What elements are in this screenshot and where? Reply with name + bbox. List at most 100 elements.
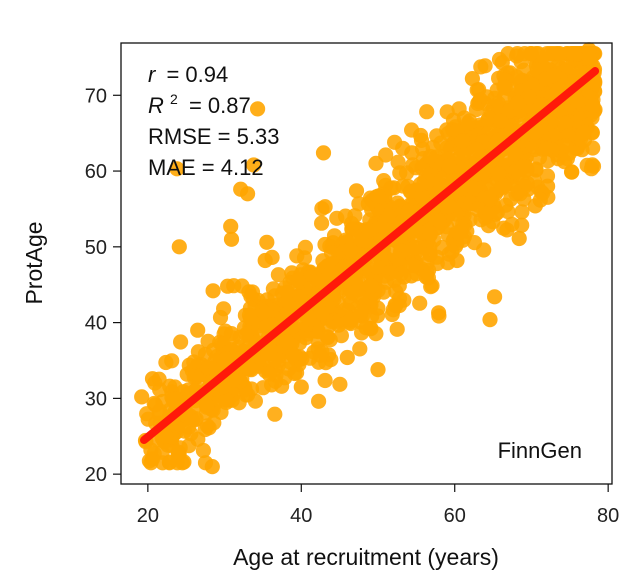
data-point bbox=[468, 141, 484, 157]
data-point bbox=[343, 312, 359, 328]
stat-r-value: = 0.94 bbox=[166, 62, 228, 87]
data-point bbox=[412, 295, 428, 311]
stat-mae: MAE = 4.12 bbox=[148, 155, 264, 180]
data-point bbox=[168, 391, 184, 408]
data-point bbox=[169, 161, 185, 177]
data-point bbox=[511, 230, 527, 247]
y-tick-label: 40 bbox=[85, 313, 107, 335]
stat-r2: R 2 = 0.87 bbox=[148, 84, 251, 118]
data-point bbox=[493, 113, 509, 129]
data-point bbox=[519, 175, 535, 191]
data-point bbox=[247, 393, 263, 409]
data-point bbox=[454, 133, 470, 149]
x-tick-label: 40 bbox=[290, 505, 312, 527]
data-point bbox=[510, 95, 526, 111]
stats-annotation: r = 0.94 R 2 = 0.87 RMSE = 5.33 MAE = 4.… bbox=[148, 62, 279, 180]
data-point bbox=[332, 376, 348, 392]
regression-line bbox=[140, 67, 600, 445]
data-point bbox=[557, 138, 574, 154]
data-point bbox=[320, 329, 336, 346]
data-point bbox=[482, 312, 498, 328]
data-point bbox=[368, 326, 384, 342]
data-point bbox=[396, 269, 412, 285]
data-point bbox=[240, 186, 256, 202]
data-point bbox=[217, 323, 233, 339]
data-point bbox=[179, 366, 195, 382]
data-point bbox=[279, 284, 295, 300]
data-point bbox=[473, 59, 489, 75]
data-point bbox=[173, 334, 189, 350]
data-point bbox=[481, 110, 497, 126]
data-point bbox=[297, 239, 313, 255]
data-point bbox=[369, 259, 385, 275]
data-point bbox=[557, 115, 573, 132]
data-point bbox=[259, 234, 275, 250]
data-point bbox=[352, 341, 368, 357]
x-tick-label: 20 bbox=[137, 505, 159, 527]
data-point bbox=[361, 222, 377, 239]
data-point bbox=[412, 176, 428, 192]
stat-rmse: RMSE = 5.33 bbox=[148, 124, 279, 149]
data-point bbox=[564, 164, 580, 180]
data-point bbox=[250, 101, 266, 117]
y-axis-title: ProtAge bbox=[21, 221, 47, 304]
data-point bbox=[370, 362, 386, 378]
data-point bbox=[347, 208, 363, 224]
data-point bbox=[540, 178, 556, 194]
data-point bbox=[376, 284, 392, 300]
stat-r2-superscript: 2 bbox=[170, 91, 178, 107]
stat-r2-symbol: R bbox=[148, 93, 164, 118]
data-point bbox=[285, 347, 301, 363]
data-point bbox=[576, 124, 592, 141]
data-point bbox=[476, 242, 492, 258]
x-tick-label: 60 bbox=[444, 505, 466, 527]
data-point bbox=[157, 428, 174, 444]
line-layer bbox=[140, 67, 600, 445]
data-point bbox=[405, 257, 421, 273]
data-point bbox=[503, 191, 519, 207]
data-point bbox=[525, 77, 541, 94]
data-point bbox=[405, 157, 421, 173]
data-point bbox=[441, 158, 457, 174]
data-point bbox=[244, 284, 261, 300]
y-tick-label: 70 bbox=[85, 85, 107, 107]
stat-r2-value: = 0.87 bbox=[189, 93, 251, 118]
data-point bbox=[431, 213, 447, 229]
data-point bbox=[279, 334, 295, 350]
data-point bbox=[151, 406, 167, 422]
data-point bbox=[419, 104, 435, 120]
data-point bbox=[422, 148, 438, 165]
data-point bbox=[527, 198, 543, 214]
data-point bbox=[317, 372, 333, 389]
data-point bbox=[388, 283, 404, 300]
data-point bbox=[223, 218, 239, 234]
data-point bbox=[161, 455, 178, 471]
data-point bbox=[317, 199, 333, 215]
data-point bbox=[545, 67, 561, 84]
data-point bbox=[158, 354, 174, 371]
data-point bbox=[487, 90, 503, 106]
data-point bbox=[481, 190, 497, 206]
stat-r: r = 0.94 bbox=[148, 62, 228, 87]
data-point bbox=[490, 166, 507, 182]
data-point bbox=[487, 289, 503, 305]
data-point bbox=[195, 442, 211, 459]
data-point bbox=[581, 42, 597, 58]
data-point bbox=[407, 240, 423, 256]
y-tick-label: 60 bbox=[85, 161, 107, 183]
y-axis: 20 30 40 50 60 70 bbox=[85, 85, 121, 486]
data-point bbox=[451, 225, 467, 241]
data-point bbox=[468, 101, 484, 118]
data-point bbox=[370, 188, 386, 204]
data-point bbox=[171, 239, 187, 255]
data-point bbox=[220, 278, 236, 294]
data-point bbox=[170, 444, 187, 460]
data-point bbox=[422, 226, 439, 242]
data-point bbox=[264, 249, 280, 265]
x-axis-title: Age at recruitment (years) bbox=[233, 544, 499, 570]
y-tick-label: 20 bbox=[85, 464, 107, 486]
data-point bbox=[518, 162, 534, 178]
data-point bbox=[418, 269, 434, 285]
data-point bbox=[440, 255, 456, 271]
data-point bbox=[217, 351, 234, 367]
